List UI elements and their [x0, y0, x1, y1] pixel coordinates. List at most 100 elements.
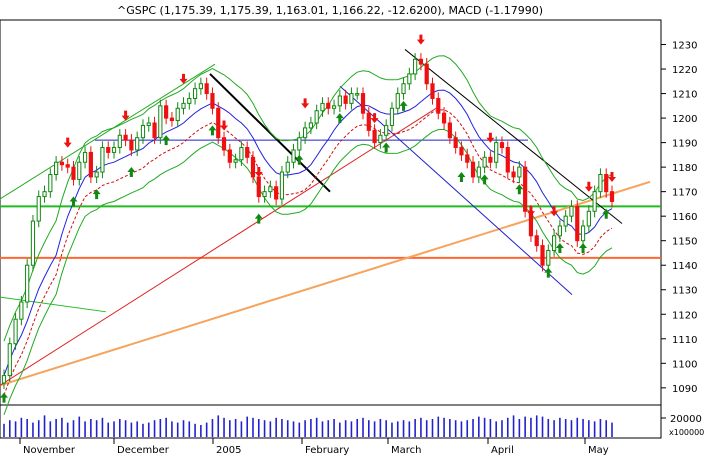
candle-body: [303, 127, 308, 139]
volume-bar: [414, 419, 416, 437]
sma-line: [3, 89, 613, 376]
volume-bar: [466, 420, 469, 437]
volume-bar: [153, 420, 156, 437]
volume-bar: [506, 417, 509, 437]
candle-body: [291, 149, 296, 163]
volume-bar: [269, 421, 272, 437]
volume-bar: [182, 420, 185, 437]
y-tick-label: 1110: [672, 335, 697, 346]
volume-bar: [547, 419, 550, 437]
candle-body: [331, 105, 337, 109]
volume-bar: [408, 421, 411, 437]
volume-bar: [159, 419, 162, 437]
x-tick-label: December: [117, 445, 170, 456]
volume-bar: [113, 421, 115, 437]
candle-body: [523, 166, 528, 212]
volume-bar: [205, 422, 208, 437]
descending-channel-top: [404, 49, 623, 224]
volume-bar: [344, 420, 347, 437]
candle-body: [7, 343, 12, 377]
volume-bar: [49, 421, 52, 437]
candle-body: [372, 129, 377, 144]
candle-body: [384, 124, 389, 136]
buy-signal-arrow: [399, 100, 408, 111]
volume-bar: [460, 421, 463, 437]
y-tick-label: 1190: [672, 139, 697, 150]
candle-body: [609, 191, 615, 202]
buy-signal-arrow: [555, 243, 564, 254]
buy-signal-arrow: [382, 142, 391, 153]
volume-bar: [217, 415, 220, 437]
volume-bar: [292, 421, 295, 437]
volume-bar: [588, 420, 590, 437]
candle-body: [343, 95, 348, 104]
candle-body: [77, 161, 82, 180]
candle-body: [476, 166, 481, 178]
volume-bar: [350, 421, 353, 437]
candle-body: [216, 107, 221, 139]
descending-channel-bottom: [339, 85, 573, 296]
volume-bar: [95, 420, 98, 437]
volume-bar: [518, 419, 521, 437]
y-tick-label: 1200: [672, 114, 697, 125]
volume-bar: [437, 416, 440, 437]
x-tick-label: 2005: [216, 445, 241, 456]
volume-bar: [72, 420, 75, 437]
volume-bar: [14, 421, 17, 437]
volume-bar: [3, 423, 5, 437]
x-tick-label: March: [391, 445, 421, 456]
y-tick-label: 1090: [672, 384, 697, 395]
volume-bar: [362, 417, 364, 437]
y-tick-label: 1170: [672, 188, 697, 199]
volume-bar: [107, 422, 110, 437]
volume-bar: [176, 422, 179, 437]
candle-body: [129, 139, 134, 151]
candle-body: [123, 134, 128, 141]
buy-signal-arrow: [162, 135, 171, 146]
volume-bar: [246, 416, 248, 437]
buy-signal-arrow: [579, 243, 588, 254]
volume-bar: [489, 419, 492, 437]
volume-bar: [263, 420, 266, 437]
volume-bar: [298, 422, 301, 437]
volume-bar: [385, 420, 387, 437]
candle-body: [575, 205, 580, 242]
y-tick-label: 1140: [672, 261, 697, 272]
candle-body: [245, 147, 250, 158]
candle-body: [517, 166, 522, 178]
candle-body: [534, 235, 539, 247]
volume-bar: [20, 417, 23, 437]
sell-signal-arrow: [254, 167, 263, 178]
buy-signal-arrow: [0, 392, 8, 403]
volume-bar: [483, 417, 486, 437]
volume-bar: [8, 420, 11, 437]
volume-bar: [257, 419, 260, 437]
volume-bar: [368, 420, 370, 437]
buy-signal-arrow: [254, 213, 263, 224]
volume-bar: [454, 420, 457, 437]
volume-bar: [431, 419, 434, 437]
volume-bar: [200, 425, 202, 437]
candle-body: [470, 161, 476, 178]
candle-body: [424, 63, 429, 85]
x-tick-label: April: [491, 445, 514, 456]
candle-body: [65, 164, 70, 168]
volume-bar: [37, 420, 40, 437]
sell-signal-arrow: [584, 181, 593, 192]
y-tick-label: 1150: [672, 237, 697, 248]
volume-bar: [78, 416, 81, 437]
sell-signal-arrow: [179, 73, 188, 84]
candle-body: [482, 156, 487, 168]
volume-panel-frame: [0, 404, 662, 439]
candle-body: [268, 186, 273, 193]
candle-body: [158, 105, 163, 139]
volume-bar: [211, 419, 214, 437]
candle-body: [580, 225, 586, 242]
candle-body: [604, 173, 609, 193]
volume-bar: [229, 420, 231, 437]
volume-bar: [119, 419, 121, 437]
channel-line: [0, 63, 216, 200]
down-trendline: [209, 73, 331, 193]
candle-body: [204, 83, 209, 95]
candle-body: [250, 156, 256, 178]
